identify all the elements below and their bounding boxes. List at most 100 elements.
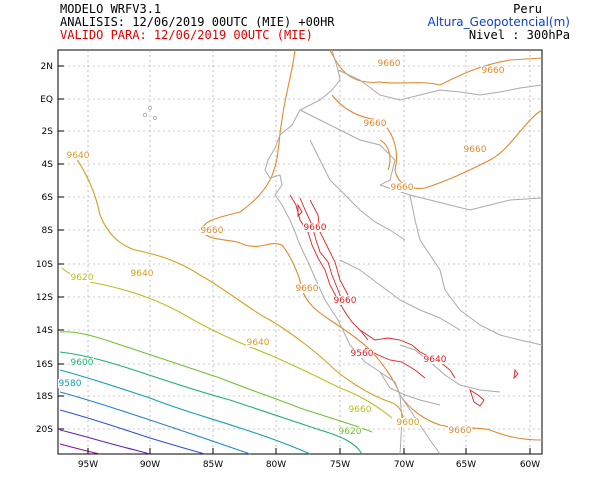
lon-tick-label: 95W	[78, 460, 98, 470]
lat-tick-label: 18S	[36, 392, 53, 402]
contour-label-bg	[246, 338, 270, 347]
graticule	[58, 50, 542, 454]
region-name: Peru	[513, 2, 542, 16]
contour-label-bg	[200, 226, 224, 235]
contour-labels: 9660 9660 9660 9660 9660 9660 9640 9660 9640 9620…	[58, 59, 505, 437]
lat-tick-label: 10S	[36, 260, 53, 270]
lat-tick-label: 4S	[42, 160, 54, 170]
contour-label-bg	[338, 427, 362, 436]
contour-label: 9640	[67, 151, 90, 161]
contour-line-c9620	[61, 267, 393, 419]
contour-label-bg	[295, 284, 319, 293]
contour-label: 9660	[349, 405, 372, 415]
contour-label-bg	[303, 223, 327, 232]
contour-label-bg	[348, 405, 372, 414]
valid-time: VALIDO PARA: 12/06/2019 00UTC (MIE)	[60, 28, 313, 42]
contour-label-bg	[448, 426, 472, 435]
coastline-border	[379, 371, 441, 406]
contour-label-bg	[70, 273, 94, 282]
contour-label: 9660	[391, 183, 414, 193]
coastline-border	[264, 49, 403, 455]
contour-label-bg	[350, 349, 374, 358]
model-title: MODELO WRFV3.1	[60, 2, 162, 16]
terrain-contours	[289, 194, 519, 407]
contour-label: 9620	[71, 273, 94, 283]
contour-line-c9540	[59, 391, 251, 455]
contour-line-c9640	[71, 151, 404, 426]
terrain-contour-line	[309, 199, 349, 296]
contour-line-c9580	[59, 351, 363, 455]
contour-line-c9560	[59, 369, 311, 455]
contour-label: 9600	[71, 358, 94, 368]
lon-tick-label: 90W	[140, 460, 160, 470]
terrain-contour-line	[289, 194, 369, 341]
contour-label-bg	[130, 269, 154, 278]
contour-label: 9600	[397, 418, 420, 428]
contour-label: 9580	[59, 379, 82, 389]
contour-label: 9660	[201, 226, 224, 236]
coastlines-borders	[142, 49, 543, 455]
variable-name: Altura_Geopotencial(m)	[427, 15, 571, 29]
contour-label-bg	[363, 119, 387, 128]
lon-tick-label: 60W	[520, 460, 540, 470]
analysis-time: ANALISIS: 12/06/2019 00UTC (MIE) +00HR	[60, 15, 335, 29]
contour-label-bg	[58, 379, 82, 388]
coastline-border	[329, 179, 406, 241]
galapagos-island	[142, 113, 147, 118]
contour-line-c9500	[59, 429, 151, 455]
contour-label-bg	[66, 151, 90, 160]
contour-line-c9660	[379, 139, 391, 171]
coastline-border	[337, 69, 543, 101]
galapagos-island	[152, 116, 157, 121]
contour-label: 9660	[464, 145, 487, 155]
coastline-border	[299, 109, 396, 186]
pressure-level: Nivel : 300hPa	[468, 28, 570, 42]
contour-label: 9660	[378, 59, 401, 69]
terrain-contour-line	[359, 329, 456, 379]
lat-tick-label: 2S	[42, 127, 54, 137]
contour-label: 9660	[364, 119, 387, 129]
contour-label-bg	[423, 355, 447, 364]
contour-label: 9660	[334, 296, 357, 306]
contour-line-c9660	[202, 49, 543, 441]
contour-line-c9600	[59, 331, 373, 433]
terrain-contour-line	[469, 388, 485, 407]
contour-label-bg	[70, 358, 94, 367]
contour-label: 9640	[131, 269, 154, 279]
contour-label: 9660	[482, 66, 505, 76]
lat-tick-label: 8S	[42, 226, 54, 236]
lon-tick-label: 70W	[394, 460, 414, 470]
lat-tick-label: 20S	[36, 425, 53, 435]
contour-label: 9620	[339, 427, 362, 437]
lat-tick-label: 6S	[42, 193, 54, 203]
lon-tick-label: 80W	[266, 460, 286, 470]
coastline-border	[399, 344, 501, 393]
axis-ticks: 2N EQ 2S 4S 6S 8S 10S 12S 14S 16S 18S 20S 95W 90W 85W 8…	[36, 62, 540, 470]
map-frame	[57, 49, 543, 455]
contour-label-bg	[377, 59, 401, 68]
terrain-contour-line	[513, 368, 519, 380]
lat-tick-label: 16S	[36, 360, 53, 370]
coastline-border	[339, 259, 461, 331]
lat-tick-label: EQ	[40, 95, 53, 105]
terrain-contour-line	[297, 203, 303, 218]
contour-label: 9660	[296, 284, 319, 294]
contour-label: 9560	[351, 349, 374, 359]
lon-tick-label: 85W	[203, 460, 223, 470]
contour-label: 9640	[424, 355, 447, 365]
terrain-contour-line	[364, 347, 426, 379]
coastline-border	[409, 194, 543, 346]
contour-label-bg	[390, 183, 414, 192]
contour-label-bg	[333, 296, 357, 305]
lat-tick-label: 2N	[41, 62, 53, 72]
lat-tick-label: 12S	[36, 293, 53, 303]
contour-label: 9660	[449, 426, 472, 436]
contour-label: 9660	[304, 223, 327, 233]
contour-line-c9480	[59, 443, 101, 455]
contour-line-c9520	[59, 409, 206, 455]
lat-tick-label: 14S	[36, 326, 53, 336]
lon-tick-label: 65W	[456, 460, 476, 470]
contour-label-bg	[396, 418, 420, 427]
contour-label: 9640	[247, 338, 270, 348]
